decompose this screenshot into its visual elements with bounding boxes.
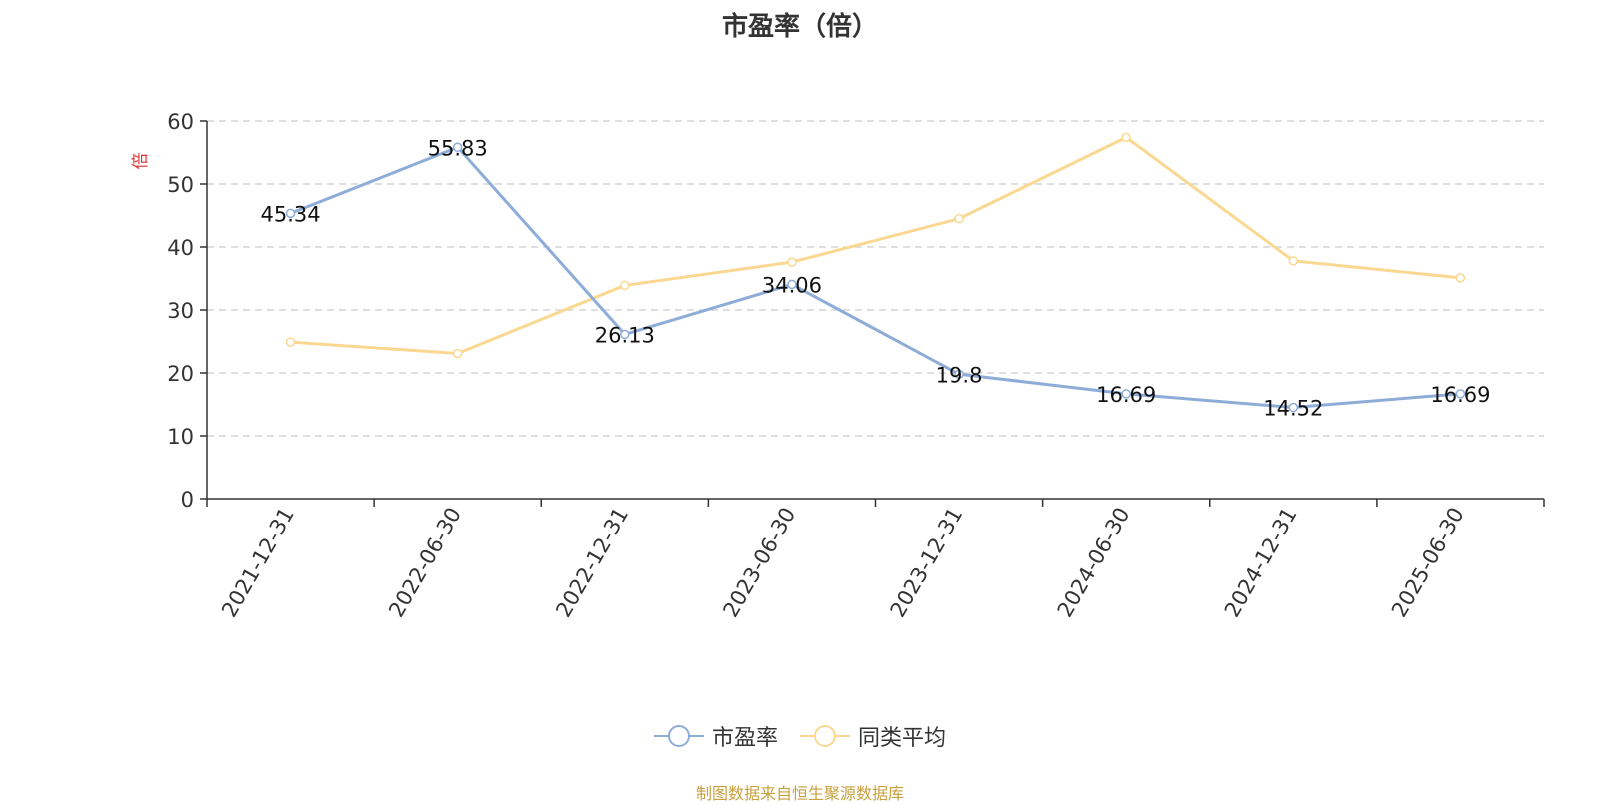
data-point (787, 257, 797, 267)
y-tick-label: 10 (167, 425, 194, 449)
legend-label-avg: 同类平均 (858, 726, 947, 751)
data-point (452, 142, 463, 153)
circle-line-icon (653, 725, 704, 747)
data-point (954, 369, 964, 380)
data-label: 16.69 (1096, 383, 1156, 407)
chart-title: 市盈率（倍） (721, 12, 878, 42)
data-point (787, 279, 797, 290)
y-tick-label: 40 (167, 236, 194, 260)
y-axis-label: 倍 (131, 153, 151, 170)
y-tick-label: 30 (167, 299, 194, 323)
series-line-1 (289, 135, 1462, 355)
x-tick-label: 2023-12-31 (886, 504, 968, 622)
axes: 0 10 20 30 40 50 60 倍 2021-12-31 2022-06-30 2022-1… (131, 110, 1545, 622)
data-point (620, 280, 630, 291)
data-point (285, 337, 296, 347)
y-tick-label: 0 (181, 488, 194, 512)
series-lines (285, 132, 1466, 413)
data-point (285, 208, 296, 219)
x-tick-label: 2022-06-30 (384, 504, 466, 622)
data-label: 55.83 (428, 136, 488, 160)
y-tick-label: 20 (167, 362, 194, 386)
data-point (1121, 389, 1131, 399)
data-point (1455, 273, 1466, 283)
x-tick-label: 2022-12-31 (551, 504, 633, 622)
legend-circle-avg (814, 725, 836, 747)
grid-lines (207, 120, 1544, 437)
data-label: 34.06 (762, 273, 822, 297)
data-label: 14.52 (1263, 397, 1323, 421)
legend-label-pe: 市盈率 (711, 726, 778, 751)
x-tick-label: 2024-12-31 (1220, 504, 1302, 622)
x-tick-label: 2023-06-30 (718, 504, 800, 622)
data-point (1455, 389, 1466, 399)
data-labels: 45.34 55.83 26.13 34.06 19.8 16.69 14.52 16.69 (261, 136, 1491, 420)
circle-line-icon (800, 725, 850, 747)
y-tick-label: 50 (167, 173, 194, 197)
data-point (954, 213, 964, 224)
legend-circle-pe (667, 725, 690, 747)
data-point (1121, 132, 1131, 143)
source-note: 制图数据来自恒生聚源数据库 (695, 784, 904, 803)
legend: 市盈率 同类平均 (0, 720, 1600, 752)
data-label: 45.34 (261, 202, 321, 226)
data-point (620, 329, 630, 340)
y-tick-label: 60 (167, 110, 194, 134)
x-tick-label: 2021-12-31 (217, 504, 299, 622)
x-tick-label: 2025-06-30 (1387, 504, 1469, 622)
data-label: 16.69 (1430, 383, 1490, 407)
legend-item-avg[interactable]: 同类平均 (800, 720, 946, 752)
legend-item-pe[interactable]: 市盈率 (653, 720, 778, 752)
x-tick-label: 2024-06-30 (1053, 504, 1135, 622)
data-point (1288, 256, 1299, 266)
data-label: 19.8 (936, 363, 983, 387)
data-point (452, 348, 463, 359)
series-line-0 (289, 145, 1462, 410)
data-label: 26.13 (595, 323, 655, 347)
data-point (1288, 402, 1299, 413)
